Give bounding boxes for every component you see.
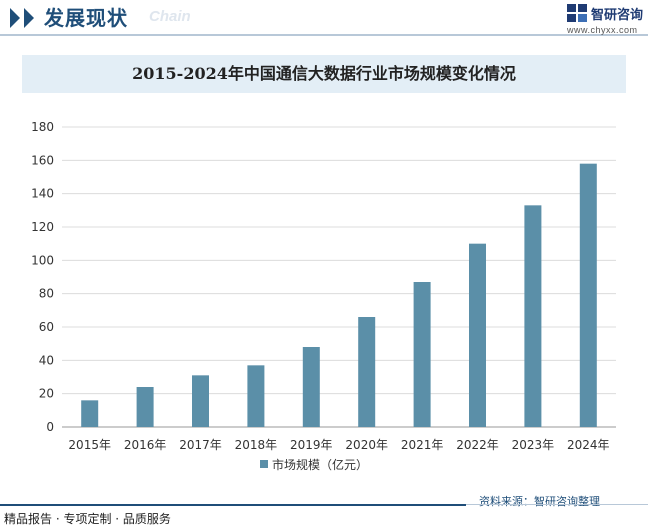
y-tick-label: 100 bbox=[31, 253, 54, 267]
bar bbox=[136, 387, 154, 427]
section-subtitle: Chain bbox=[149, 8, 191, 25]
y-tick-label: 80 bbox=[39, 287, 54, 301]
chart-title-band: 2015-2024年中国通信大数据行业市场规模变化情况 bbox=[22, 55, 626, 93]
bar-chart: 0 20 40 60 80 100 120 140 160 180 2015年 2016年 2017年 2… bbox=[31, 120, 616, 472]
x-tick-label: 2018年 bbox=[235, 438, 278, 452]
x-tick-label: 2016年 bbox=[124, 438, 167, 452]
footer-divider-thin bbox=[466, 504, 648, 505]
section-title: 发展现状 bbox=[44, 6, 128, 30]
footer-divider bbox=[0, 504, 466, 506]
header-divider bbox=[0, 34, 648, 36]
x-tick-label: 2024年 bbox=[567, 438, 610, 452]
bar bbox=[192, 375, 209, 427]
logo-url: www.chyxx.com bbox=[567, 25, 638, 35]
y-tick-label: 0 bbox=[46, 420, 54, 434]
y-tick-label: 120 bbox=[31, 220, 54, 234]
logo-name: 智研咨询 bbox=[591, 8, 644, 23]
x-tick-label: 2019年 bbox=[290, 438, 333, 452]
x-tick-label: 2017年 bbox=[179, 438, 222, 452]
x-tick-label: 2021年 bbox=[401, 438, 444, 452]
section-header: 发展现状 Chain 智研咨询 www.chyxx.com bbox=[0, 0, 648, 36]
footer-slogan: 精品报告 · 专项定制 · 品质服务 bbox=[4, 512, 171, 526]
x-tick-label: 2022年 bbox=[456, 438, 499, 452]
x-tick-label: 2015年 bbox=[68, 438, 111, 452]
chart-title: 2015-2024年中国通信大数据行业市场规模变化情况 bbox=[132, 64, 516, 83]
bar bbox=[524, 205, 542, 427]
source-note: 资料来源：智研咨询整理 bbox=[479, 495, 600, 508]
bar bbox=[579, 163, 597, 427]
bar bbox=[247, 365, 265, 427]
double-chevron-icon bbox=[10, 8, 34, 28]
y-tick-label: 60 bbox=[39, 320, 54, 334]
logo-mark-icon bbox=[567, 4, 587, 22]
bar bbox=[81, 400, 99, 427]
y-tick-label: 180 bbox=[31, 120, 54, 134]
y-tick-label: 40 bbox=[39, 353, 54, 367]
bar bbox=[302, 347, 320, 427]
x-tick-label: 2023年 bbox=[512, 438, 555, 452]
bar bbox=[413, 282, 431, 427]
x-tick-label: 2020年 bbox=[345, 438, 388, 452]
y-tick-label: 20 bbox=[39, 387, 54, 401]
y-tick-label: 160 bbox=[31, 153, 54, 167]
legend-swatch bbox=[260, 460, 268, 468]
legend-label: 市场规模（亿元） bbox=[272, 457, 368, 472]
y-tick-label: 140 bbox=[31, 187, 54, 201]
bar bbox=[469, 243, 486, 427]
bar bbox=[358, 317, 376, 427]
